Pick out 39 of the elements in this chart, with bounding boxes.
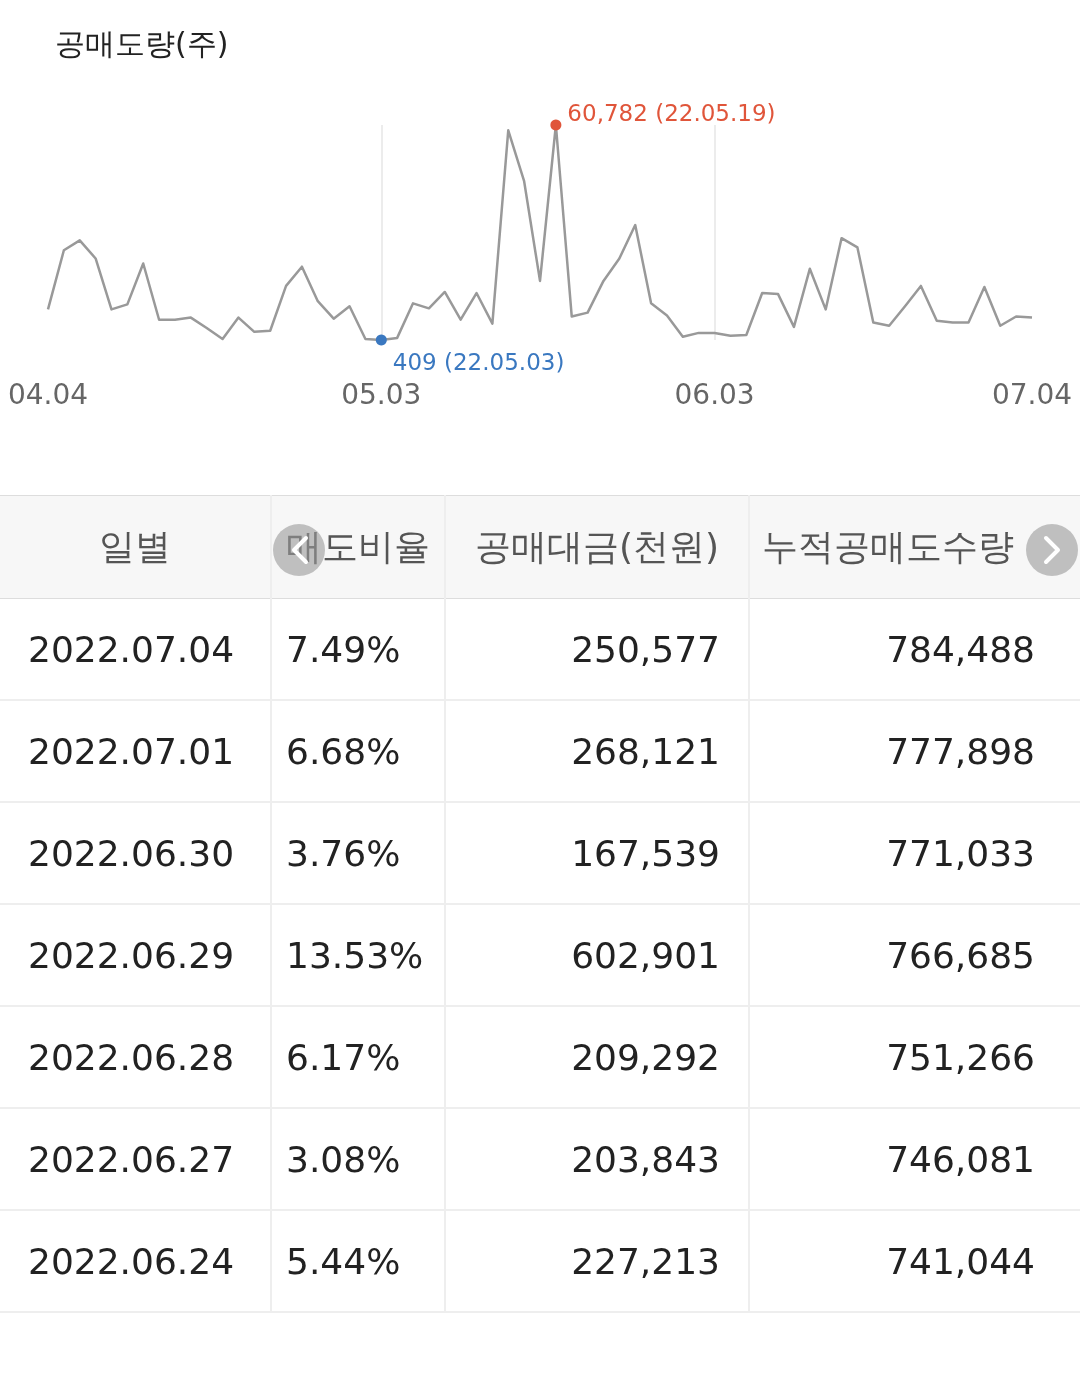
- text: 3.08%: [286, 1138, 401, 1180]
- text: 5.44%: [286, 1240, 401, 1282]
- category-label: 공매대금(천원): [445, 495, 749, 599]
- category-label: 매도비율: [271, 495, 445, 599]
- data-label: 60,782 (22.05.19): [567, 100, 776, 126]
- text: 2022.07.01: [28, 730, 235, 772]
- text: 751,266: [886, 1036, 1035, 1078]
- text: 203,843: [571, 1138, 720, 1180]
- x-tick-label: 05.03: [341, 377, 422, 411]
- text: 268,121: [571, 730, 720, 772]
- category-label: 누적공매도수량: [749, 495, 1080, 599]
- x-tick-label: 06.03: [674, 377, 755, 411]
- category-label: 일별: [0, 495, 271, 599]
- text: 602,901: [571, 934, 720, 976]
- x-tick-label: 07.04: [991, 377, 1073, 411]
- text: 6.68%: [286, 730, 401, 772]
- text: 766,685: [886, 934, 1035, 976]
- text: 746,081: [886, 1138, 1035, 1180]
- text: 777,898: [886, 730, 1035, 772]
- text: 250,577: [571, 628, 720, 670]
- text: 209,292: [571, 1036, 720, 1078]
- text: 2022.06.29: [28, 934, 235, 976]
- text: 6.17%: [286, 1036, 401, 1078]
- text: 3.76%: [286, 832, 401, 874]
- text: 2022.06.24: [28, 1240, 235, 1282]
- text: 784,488: [886, 628, 1035, 670]
- text: 2022.07.04: [28, 628, 235, 670]
- y-axis-title: 공매도량(주): [55, 25, 229, 61]
- data-label: 409 (22.05.03): [392, 349, 565, 375]
- text: 7.49%: [286, 628, 401, 670]
- text: 13.53%: [286, 934, 424, 976]
- x-tick-label: 04.04: [7, 377, 89, 411]
- text: 167,539: [571, 832, 720, 874]
- text: 771,033: [886, 832, 1035, 874]
- text: 227,213: [571, 1240, 720, 1282]
- text: 741,044: [886, 1240, 1035, 1282]
- text: 2022.06.30: [28, 832, 235, 874]
- text: 2022.06.28: [28, 1036, 235, 1078]
- text: 2022.06.27: [28, 1138, 235, 1180]
